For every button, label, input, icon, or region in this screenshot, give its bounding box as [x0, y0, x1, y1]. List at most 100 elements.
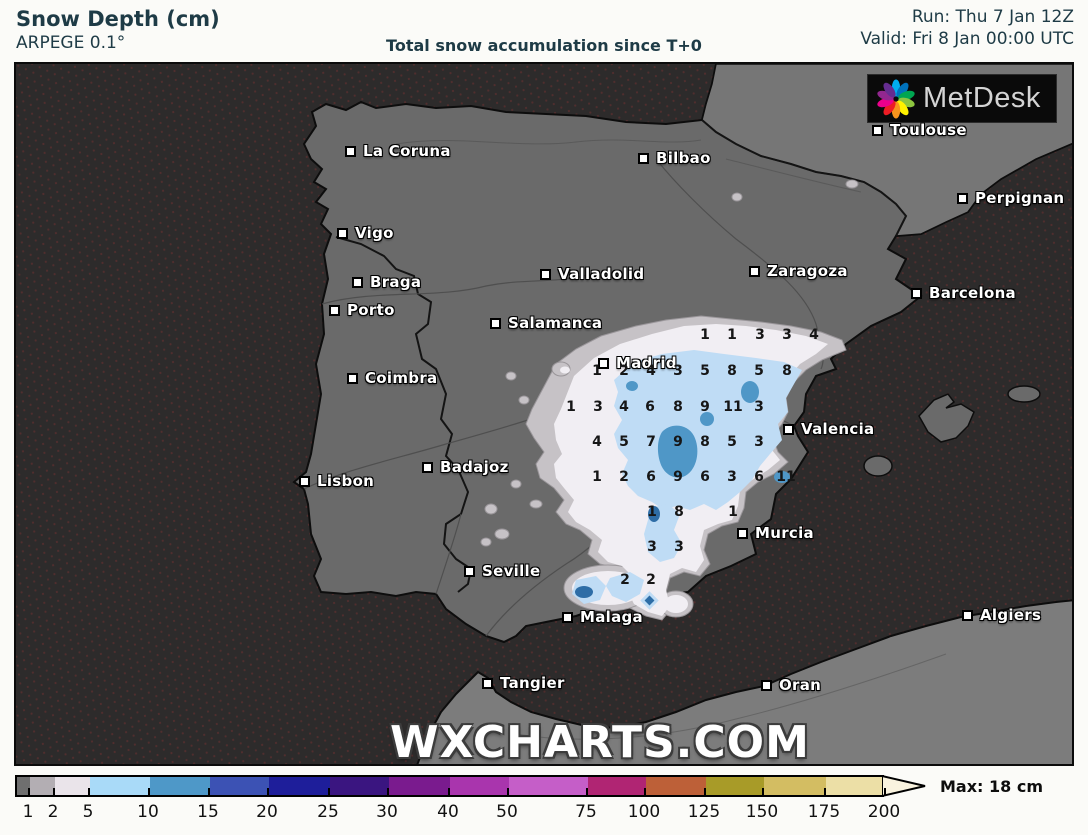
- city-marker: [337, 227, 348, 239]
- city-marker: [872, 124, 883, 136]
- ibiza-island: [863, 455, 893, 477]
- legend-tick-label: 100: [627, 802, 661, 822]
- page-title: Snow Depth (cm): [16, 7, 220, 31]
- city-marker: [911, 287, 922, 299]
- city-coimbra: Coimbra: [347, 369, 437, 387]
- snow-depth-value: 1: [647, 504, 657, 520]
- legend-tick: [267, 788, 269, 796]
- legend-segment: [55, 777, 90, 795]
- city-seville: Seville: [464, 562, 540, 580]
- legend-tick: [884, 788, 886, 796]
- city-murcia: Murcia: [737, 524, 814, 542]
- legend-tick-label: 125: [687, 802, 721, 822]
- legend-tick-label: 75: [575, 802, 597, 822]
- snow-depth-value: 2: [646, 572, 656, 588]
- city-marker: [422, 461, 433, 473]
- logo-text: MetDesk: [923, 82, 1041, 114]
- legend-segment: [764, 777, 826, 795]
- city-label: Barcelona: [929, 284, 1016, 302]
- city-label: Valencia: [801, 420, 875, 438]
- snow-depth-value: 8: [782, 363, 792, 379]
- city-tangier: Tangier: [482, 674, 565, 692]
- snow-white-patch: [560, 366, 570, 374]
- legend-tick: [148, 788, 150, 796]
- snow-depth-value: 1: [728, 504, 738, 520]
- city-label: Oran: [779, 676, 822, 694]
- legend-tick-label: 50: [496, 802, 518, 822]
- city-label: Lisbon: [317, 472, 375, 490]
- city-valencia: Valencia: [783, 420, 874, 438]
- city-zaragoza: Zaragoza: [749, 262, 848, 280]
- snow-depth-value: 3: [782, 327, 792, 343]
- metdesk-logo: MetDesk: [868, 75, 1056, 122]
- snow-depth-value: 5: [754, 363, 764, 379]
- city-label: Salamanca: [508, 314, 603, 332]
- legend-arrow-icon: [882, 775, 926, 797]
- city-barcelona: Barcelona: [911, 284, 1016, 302]
- city-salamanca: Salamanca: [490, 314, 602, 332]
- legend-tick: [208, 788, 210, 796]
- city-vigo: Vigo: [337, 224, 394, 242]
- legend-tick: [328, 788, 330, 796]
- snow-patch: [518, 395, 530, 405]
- legend-segment: [509, 777, 588, 795]
- relief-pyrenees: [725, 158, 862, 193]
- city-marker: [345, 145, 356, 157]
- city-label: Valladolid: [558, 265, 645, 283]
- snow-patch: [529, 499, 543, 509]
- legend-tick-label: 30: [376, 802, 398, 822]
- legend-segment: [269, 777, 330, 795]
- relief-atlas: [515, 653, 947, 740]
- spain-portugal-border: [335, 236, 473, 593]
- snow-depth-value: 8: [727, 363, 737, 379]
- snow-depth-value: 5: [619, 434, 629, 450]
- city-marker: [347, 372, 358, 384]
- legend-tick: [704, 788, 706, 796]
- legend-segment: [30, 777, 55, 795]
- snow-diamond-core: [644, 595, 655, 606]
- city-algiers: Algiers: [962, 606, 1041, 624]
- snow-depth-value: 8: [674, 504, 684, 520]
- river-guadiana: [435, 513, 462, 595]
- snow-patch-pyrenees: [731, 192, 743, 202]
- legend-segment: [150, 777, 210, 795]
- city-label: Murcia: [755, 524, 814, 542]
- legend-tick-label: 2: [47, 802, 59, 822]
- city-badajoz: Badajoz: [422, 458, 509, 476]
- city-label: Zaragoza: [767, 262, 848, 280]
- city-label: Toulouse: [890, 121, 967, 139]
- snow-darkblue-spot: [575, 586, 593, 598]
- legend-tick-label: 175: [807, 802, 841, 822]
- snow-depth-value: 3: [754, 399, 764, 415]
- snow-depth-value: 1: [727, 327, 737, 343]
- snow-depth-value: 1: [566, 399, 576, 415]
- legend-segment: [588, 777, 646, 795]
- city-marker: [749, 265, 760, 277]
- city-label: La Coruna: [363, 142, 451, 160]
- city-perpignan: Perpignan: [957, 189, 1064, 207]
- legend-tick-label: 40: [437, 802, 459, 822]
- snow-midblue-spot: [700, 412, 714, 426]
- snow-depth-value: 4: [646, 363, 656, 379]
- city-la-coruna: La Coruna: [345, 142, 451, 160]
- snow-depth-value: 1: [592, 469, 602, 485]
- snow-depth-value: 2: [620, 572, 630, 588]
- city-label: Braga: [370, 273, 422, 291]
- city-label: Tangier: [500, 674, 565, 692]
- snow-depth-value: 3: [727, 469, 737, 485]
- legend-color-bar: [15, 775, 886, 797]
- city-marker: [352, 276, 363, 288]
- city-oran: Oran: [761, 676, 821, 694]
- legend-tick-label: 1: [22, 802, 34, 822]
- snow-depth-value: 9: [673, 469, 683, 485]
- city-marker: [562, 611, 573, 623]
- city-label: Bilbao: [656, 149, 711, 167]
- city-marker: [598, 357, 609, 369]
- legend-segment: [389, 777, 450, 795]
- city-label: Perpignan: [975, 189, 1065, 207]
- legend: 1 2 5 10 15 20 25 30 40 50 75 100 125 150 175 200: [15, 775, 926, 835]
- snow-patch: [505, 371, 517, 381]
- snow-depth-value: 2: [619, 363, 629, 379]
- legend-tick-label: 150: [745, 802, 779, 822]
- legend-tick: [88, 788, 90, 796]
